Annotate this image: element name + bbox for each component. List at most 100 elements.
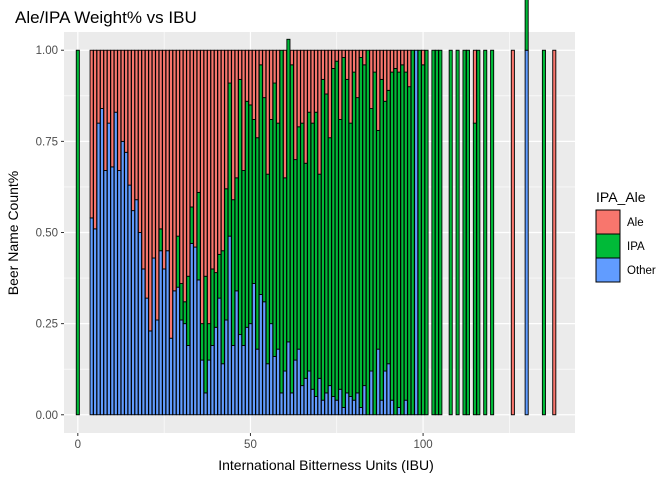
bar-segment-other	[386, 363, 391, 416]
bar-segment-ale	[175, 49, 180, 237]
bar-segment-ale	[265, 49, 270, 175]
bar-segment-ipa	[383, 100, 388, 372]
bar-segment-ipa	[341, 57, 346, 408]
bar-segment-ipa	[438, 49, 443, 416]
bar-segment-ipa	[320, 78, 325, 401]
bar-segment-ipa	[448, 49, 453, 416]
bar-segment-other	[303, 377, 308, 416]
bar-segment-ale	[369, 49, 374, 110]
bar-segment-ale	[258, 49, 263, 66]
bar-segment-other	[134, 199, 139, 416]
bar-segment-other	[369, 370, 374, 416]
bar-segment-ale	[148, 49, 153, 332]
bar-segment-ale	[282, 49, 287, 179]
bar-segment-ale	[110, 49, 115, 168]
bar-segment-other	[307, 370, 312, 416]
bar-segment-other	[341, 407, 346, 416]
bar-segment-ale	[179, 49, 184, 284]
y-tick-label: 1.00	[36, 45, 58, 57]
bar-segment-other	[390, 399, 395, 416]
bar-segment-ale	[248, 49, 253, 106]
bar-segment-ale	[99, 49, 104, 110]
bar-segment-other	[155, 319, 160, 416]
bar-segment-ale	[362, 49, 367, 66]
bar-segment-other	[175, 286, 180, 416]
bar-segment-ipa	[455, 49, 460, 416]
bar-segment-ipa	[410, 49, 415, 416]
bar-segment-ale	[255, 49, 260, 139]
bar-segment-other	[182, 323, 187, 416]
bar-segment-ipa	[244, 100, 249, 328]
bar-segment-other	[296, 348, 301, 416]
bar-segment-ale	[117, 49, 122, 171]
bar-segment-ipa	[75, 49, 80, 416]
bar-segment-other	[186, 345, 191, 416]
bar-segment-ipa	[241, 170, 246, 346]
bar-segment-other	[231, 345, 236, 416]
bar-segment-other	[355, 392, 360, 416]
bar-segment-ale	[224, 49, 229, 190]
bar-segment-ale	[383, 49, 388, 102]
bar-segment-ale	[220, 49, 225, 252]
bar-segment-other	[99, 108, 104, 416]
bar-segment-ipa	[310, 122, 315, 390]
bar-segment-ipa	[262, 97, 267, 303]
bar-segment-ale	[213, 49, 218, 274]
bar-segment-ale	[89, 49, 94, 219]
legend-label-ale: Ale	[627, 217, 644, 229]
bar-segment-ale	[165, 49, 170, 252]
bar-segment-ale	[352, 49, 357, 73]
bar-segment-other	[220, 363, 225, 416]
bar-segment-other	[269, 323, 274, 416]
bar-segment-ipa	[462, 49, 467, 416]
bar-segment-ipa	[189, 206, 194, 244]
bar-segment-ipa	[424, 49, 429, 416]
bar-segment-ale	[207, 49, 212, 325]
bar-segment-ale	[134, 49, 139, 201]
bar-segment-ale	[400, 49, 405, 66]
bar-segment-ale	[144, 49, 149, 299]
bar-segment-ipa	[179, 283, 184, 321]
bar-segment-ipa	[251, 119, 256, 284]
legend-key-ipa	[595, 233, 621, 259]
bar-segment-ipa	[207, 323, 212, 361]
bar-segment-other	[324, 392, 329, 416]
bar-segment-other	[265, 363, 270, 416]
bar-segment-ipa	[238, 78, 243, 336]
bar-segment-ale	[141, 49, 146, 270]
bar-segment-ale	[510, 49, 515, 416]
y-tick-label: 0.25	[36, 319, 58, 331]
bar-segment-ipa	[279, 49, 284, 394]
legend-label-other: Other	[627, 265, 656, 277]
bar-segment-ipa	[407, 86, 412, 416]
bar-segment-ale	[300, 49, 305, 124]
bar-segment-ipa	[282, 177, 287, 372]
bar-segment-other	[234, 290, 239, 416]
bar-segment-other	[203, 392, 208, 416]
bar-segment-ale	[310, 49, 315, 124]
bar-segment-other	[300, 385, 305, 416]
bar-segment-ipa	[386, 89, 391, 365]
bar-segment-ale	[390, 49, 395, 73]
legend: IPA_Ale Ale IPA Other	[595, 189, 656, 283]
bar-segment-ipa	[334, 60, 339, 401]
bar-segment-other	[348, 396, 353, 416]
bar-segment-ale	[472, 49, 477, 124]
bar-segment-ale	[162, 49, 167, 270]
bar-segment-ale	[158, 49, 163, 230]
bar-segment-ipa	[421, 64, 426, 416]
legend-title: IPA_Ale	[596, 189, 646, 205]
bar-segment-ale	[393, 49, 398, 69]
bar-segment-ipa	[258, 64, 263, 295]
bar-segment-ale	[227, 49, 232, 84]
bar-segment-other	[179, 319, 184, 416]
bar-segment-other	[227, 235, 232, 416]
bar-segment-other	[293, 359, 298, 416]
bar-segment-other	[327, 385, 332, 416]
bar-segment-other	[376, 348, 381, 416]
bar-segment-other	[272, 355, 277, 416]
bar-segment-ipa	[524, 0, 529, 51]
bar-segment-other	[524, 49, 529, 416]
bar-segment-other	[120, 140, 125, 416]
